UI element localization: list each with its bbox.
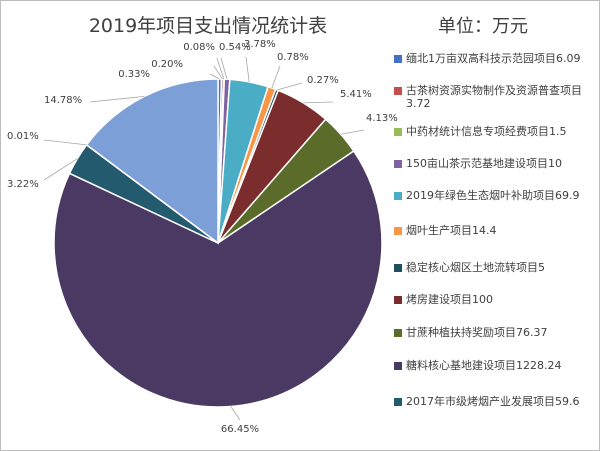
- leader-line: [220, 57, 228, 80]
- leader-line: [209, 73, 220, 80]
- percent-label: 3.78%: [244, 39, 276, 50]
- legend-label: 糖料核心基地建设项目1228.24: [406, 359, 562, 372]
- pie-slice: [53, 150, 383, 408]
- legend-label: 150亩山茶示范基地建设项目10: [406, 157, 562, 170]
- legend-swatch: [394, 87, 402, 95]
- pie-slice: [85, 78, 219, 245]
- leader-line: [43, 158, 78, 181]
- legend-swatch: [394, 128, 402, 136]
- legend-label: 中药材统计信息专项经费项目1.5: [406, 125, 567, 138]
- leader-line: [89, 95, 145, 103]
- unit-label: 单位：万元: [438, 16, 528, 37]
- leader-line: [340, 129, 365, 135]
- legend-label: 稳定核心烟区土地流转项目5: [406, 261, 545, 274]
- leader-line: [245, 56, 250, 83]
- percent-label: 0.27%: [307, 75, 339, 86]
- chart-title: 2019年项目支出情况统计表: [88, 15, 328, 37]
- leader-line: [303, 101, 334, 104]
- percent-label: 14.78%: [44, 95, 82, 106]
- legend-label: 甘蔗种植扶持奖励项目76.37: [406, 326, 548, 339]
- legend-swatch: [394, 160, 402, 168]
- leader-line: [230, 406, 241, 421]
- leader-line: [213, 65, 223, 80]
- percent-label: 4.13%: [366, 113, 398, 124]
- percent-label: 5.41%: [340, 89, 372, 100]
- legend-label: 缅北1万亩双高科技示范园项目6.09: [406, 52, 581, 65]
- legend-swatch: [394, 329, 402, 337]
- legend-label: 烤房建设项目100: [406, 293, 493, 306]
- leader-lines: [43, 56, 365, 421]
- percent-label: 0.54%: [219, 42, 251, 53]
- legend-swatch: [394, 264, 402, 272]
- percent-label: 0.08%: [183, 42, 215, 53]
- leader-line: [271, 65, 281, 89]
- legend-label: 古茶树资源实物制作及资源普查项目3.72: [406, 84, 582, 110]
- legend-swatch: [394, 398, 402, 406]
- legend-swatch: [394, 362, 402, 370]
- legend-swatch: [394, 55, 402, 63]
- leader-line: [276, 82, 303, 91]
- leader-line: [216, 57, 225, 80]
- percent-label: 66.45%: [221, 424, 259, 435]
- percent-labels: 0.33%0.20%0.08% 0.54%3.78%0.78% 0.27%5.41%…: [7, 39, 398, 435]
- percent-label: 0.33%: [118, 69, 150, 80]
- percent-label: 0.20%: [151, 59, 183, 70]
- legend-swatch: [394, 227, 402, 235]
- percent-label: 3.22%: [7, 179, 39, 190]
- legend-label: 烟叶生产项目14.4: [406, 224, 497, 237]
- legend-swatch: [394, 192, 402, 200]
- legend-swatch: [394, 296, 402, 304]
- percent-label: 0.01%: [7, 131, 39, 142]
- percent-label: 0.78%: [277, 52, 309, 63]
- legend-label: 2019年绿色生态烟叶补助项目69.9: [406, 189, 580, 202]
- leader-line: [43, 139, 87, 146]
- pie-slices: [53, 78, 383, 408]
- legend-label: 2017年市级烤烟产业发展项目59.6: [406, 395, 580, 408]
